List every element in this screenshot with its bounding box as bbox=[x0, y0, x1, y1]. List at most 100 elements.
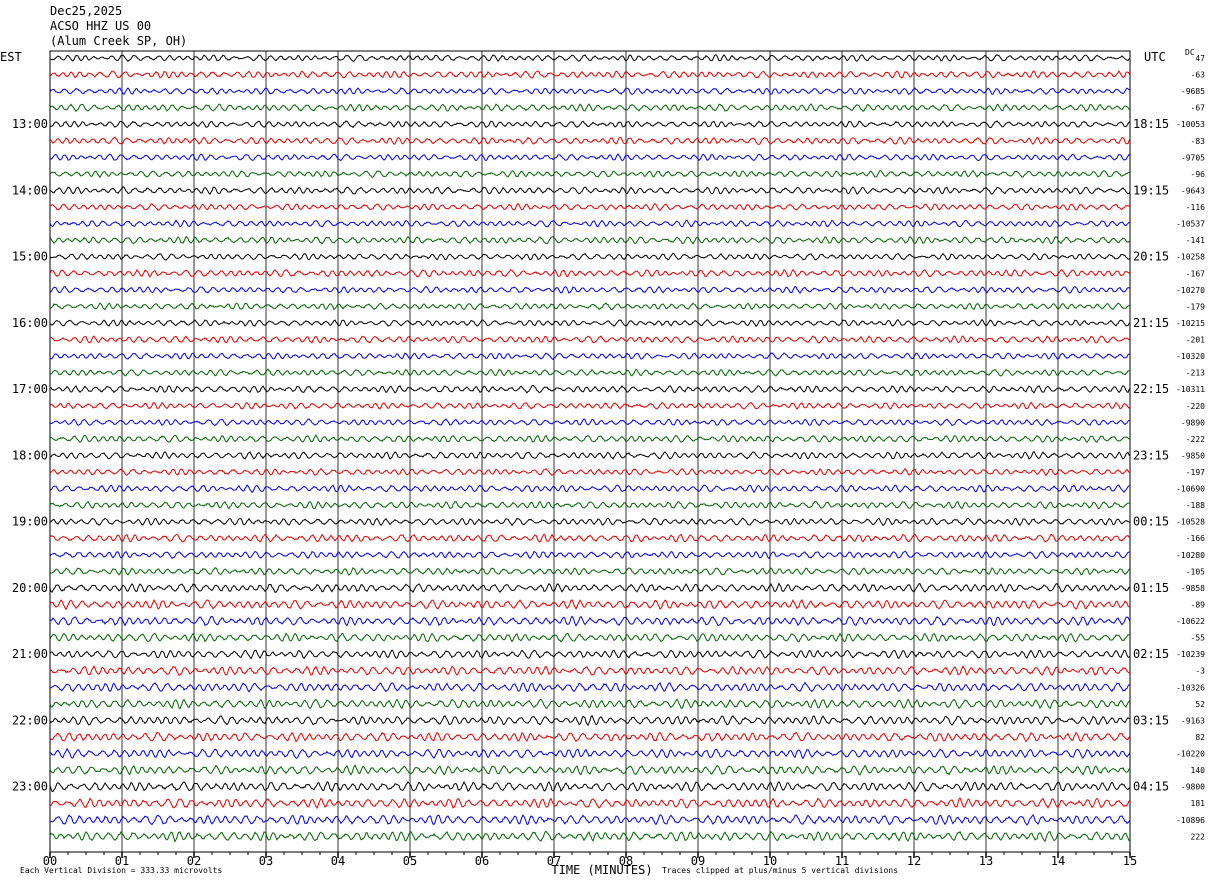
seismic-trace bbox=[49, 615, 1131, 627]
x-tick-label: 14 bbox=[1051, 854, 1065, 868]
hour-label-est: 13:00 bbox=[12, 117, 48, 131]
hour-label-utc: 23:15 bbox=[1133, 448, 1169, 462]
seismic-trace bbox=[49, 418, 1131, 427]
hour-label-est: 21:00 bbox=[12, 647, 48, 661]
dc-offset-value: -10239 bbox=[1176, 650, 1205, 659]
dc-offset-value: -220 bbox=[1186, 402, 1205, 411]
dc-offset-value: -9858 bbox=[1181, 584, 1205, 593]
seismic-trace bbox=[49, 747, 1131, 760]
dc-offset-value: -9685 bbox=[1181, 87, 1205, 96]
dc-offset-value: -166 bbox=[1186, 534, 1205, 543]
x-tick-label: 09 bbox=[691, 854, 705, 868]
seismic-trace bbox=[49, 632, 1131, 643]
dc-offset-value: -63 bbox=[1191, 71, 1206, 80]
hour-label-utc: 02:15 bbox=[1133, 647, 1169, 661]
dc-offset-value: 181 bbox=[1191, 799, 1206, 808]
seismic-trace bbox=[49, 764, 1131, 776]
seismic-trace bbox=[49, 830, 1131, 843]
x-axis-label: TIME (MINUTES) bbox=[551, 863, 652, 877]
hour-label-utc: 20:15 bbox=[1133, 250, 1169, 264]
seismic-trace bbox=[49, 698, 1131, 710]
dc-offset-value: -213 bbox=[1186, 369, 1205, 378]
x-tick-label: 08 bbox=[619, 854, 633, 868]
dc-offset-value: -9643 bbox=[1181, 186, 1205, 195]
x-tick-label: 06 bbox=[475, 854, 489, 868]
left-timezone-label: EST bbox=[0, 50, 22, 64]
hour-label-est: 20:00 bbox=[12, 581, 48, 595]
seismic-trace bbox=[49, 219, 1131, 228]
right-timezone-label: UTC bbox=[1144, 50, 1166, 64]
dc-offset-value: -67 bbox=[1191, 104, 1206, 113]
seismic-trace bbox=[49, 582, 1131, 593]
dc-offset-value: -9800 bbox=[1181, 783, 1205, 792]
dc-offset-value: -188 bbox=[1186, 501, 1205, 510]
hour-label-est: 18:00 bbox=[12, 448, 48, 462]
seismic-trace bbox=[49, 598, 1131, 611]
dc-offset-value: 222 bbox=[1191, 832, 1206, 841]
dc-offset-value: -105 bbox=[1186, 567, 1205, 576]
dc-offset-label: DC bbox=[1185, 48, 1195, 57]
seismic-trace bbox=[49, 54, 1131, 63]
hour-label-est: 14:00 bbox=[12, 183, 48, 197]
x-tick-label: 04 bbox=[331, 854, 345, 868]
dc-offset-value: -10258 bbox=[1176, 253, 1205, 262]
seismic-trace bbox=[49, 731, 1131, 743]
seismic-trace bbox=[49, 714, 1131, 727]
seismic-trace bbox=[49, 285, 1131, 294]
seismic-trace bbox=[49, 70, 1131, 79]
seismic-trace bbox=[49, 202, 1131, 212]
seismic-trace bbox=[49, 235, 1131, 245]
hour-label-utc: 22:15 bbox=[1133, 382, 1169, 396]
hour-label-utc: 18:15 bbox=[1133, 117, 1169, 131]
dc-offset-value: -89 bbox=[1191, 600, 1206, 609]
seismic-trace bbox=[49, 318, 1131, 328]
dc-offset-value: -10280 bbox=[1176, 551, 1205, 560]
header-station: ACSO HHZ US 00 bbox=[50, 19, 152, 33]
seismic-trace bbox=[49, 664, 1131, 676]
dc-offset-value: 47 bbox=[1195, 54, 1205, 63]
dc-offset-value: 82 bbox=[1195, 733, 1205, 742]
dc-offset-value: -10537 bbox=[1176, 220, 1205, 229]
seismic-trace bbox=[49, 567, 1131, 576]
seismic-trace bbox=[49, 797, 1131, 810]
seismic-trace bbox=[49, 153, 1131, 162]
dc-offset-value: -179 bbox=[1186, 302, 1205, 311]
x-tick-label: 00 bbox=[43, 854, 57, 868]
hour-label-utc: 04:15 bbox=[1133, 780, 1169, 794]
seismic-trace bbox=[49, 103, 1131, 113]
dc-offset-value: -9705 bbox=[1181, 153, 1205, 162]
hour-label-utc: 01:15 bbox=[1133, 581, 1169, 595]
hour-label-est: 17:00 bbox=[12, 382, 48, 396]
dc-offset-value: -10215 bbox=[1176, 319, 1205, 328]
hour-label-est: 22:00 bbox=[12, 713, 48, 727]
dc-offset-value: -201 bbox=[1186, 336, 1205, 345]
seismic-trace bbox=[49, 780, 1131, 793]
seismic-trace bbox=[49, 87, 1131, 96]
seismic-trace bbox=[49, 649, 1131, 660]
dc-offset-value: -141 bbox=[1186, 236, 1205, 245]
scale-note: Each Vertical Division = 333.33 microvol… bbox=[20, 866, 223, 875]
dc-offset-value: -55 bbox=[1191, 634, 1206, 643]
clip-note: Traces clipped at plus/minus 5 vertical … bbox=[662, 866, 899, 875]
hour-label-est: 23:00 bbox=[12, 780, 48, 794]
x-tick-label: 11 bbox=[835, 854, 849, 868]
seismic-trace bbox=[49, 484, 1131, 494]
x-tick-label: 15 bbox=[1123, 854, 1137, 868]
hour-label-est: 16:00 bbox=[12, 316, 48, 330]
x-tick-label: 12 bbox=[907, 854, 921, 868]
seismic-trace bbox=[49, 136, 1131, 145]
dc-offset-value: -9890 bbox=[1181, 418, 1205, 427]
hour-label-utc: 21:15 bbox=[1133, 316, 1169, 330]
hour-label-utc: 00:15 bbox=[1133, 515, 1169, 529]
dc-offset-value: 140 bbox=[1191, 766, 1206, 775]
seismic-trace bbox=[49, 550, 1130, 560]
hour-label-est: 19:00 bbox=[12, 515, 48, 529]
header-location: (Alum Creek SP, OH) bbox=[50, 34, 188, 48]
dc-offset-value: -197 bbox=[1186, 468, 1205, 477]
dc-offset-value: -3 bbox=[1195, 667, 1205, 676]
x-tick-label: 01 bbox=[115, 854, 129, 868]
dc-offset-value: -167 bbox=[1186, 269, 1205, 278]
dc-offset-value: -10311 bbox=[1176, 385, 1205, 394]
dc-offset-value: -10270 bbox=[1176, 286, 1205, 295]
dc-offset-value: -116 bbox=[1186, 203, 1205, 212]
